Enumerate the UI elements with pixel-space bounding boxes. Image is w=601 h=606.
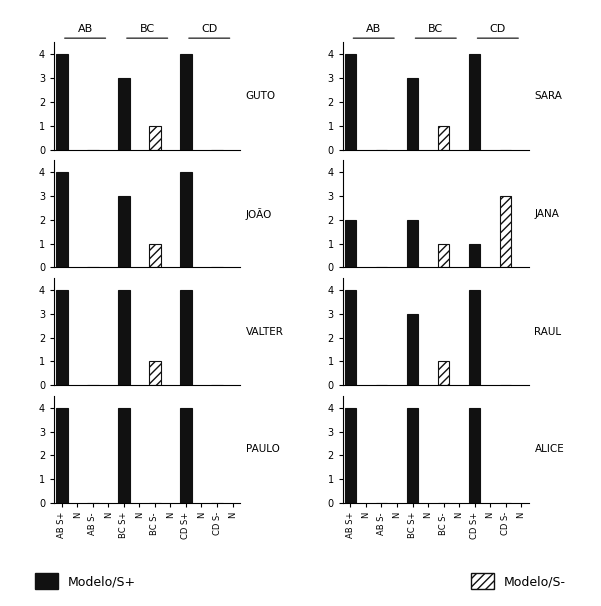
Text: CD: CD bbox=[490, 24, 506, 34]
Bar bbox=[118, 196, 130, 267]
Text: ALICE: ALICE bbox=[534, 444, 564, 454]
Legend: Modelo/S+: Modelo/S+ bbox=[30, 568, 141, 594]
Bar bbox=[344, 220, 356, 267]
Bar bbox=[344, 290, 356, 385]
Bar bbox=[407, 408, 418, 503]
Bar bbox=[180, 55, 192, 150]
Bar bbox=[438, 361, 450, 385]
Bar bbox=[56, 290, 68, 385]
Bar bbox=[149, 244, 160, 267]
Bar bbox=[149, 361, 160, 385]
Bar bbox=[180, 290, 192, 385]
Bar bbox=[500, 196, 511, 267]
Bar bbox=[118, 78, 130, 150]
Text: JANA: JANA bbox=[534, 209, 560, 219]
Bar bbox=[56, 55, 68, 150]
Text: AB: AB bbox=[78, 24, 93, 34]
Bar bbox=[407, 78, 418, 150]
Bar bbox=[180, 408, 192, 503]
Bar bbox=[438, 244, 450, 267]
Bar bbox=[344, 408, 356, 503]
Text: RAUL: RAUL bbox=[534, 327, 561, 336]
Bar bbox=[118, 290, 130, 385]
Text: CD: CD bbox=[201, 24, 218, 34]
Bar bbox=[469, 55, 480, 150]
Text: SARA: SARA bbox=[534, 91, 563, 101]
Legend: Modelo/S-: Modelo/S- bbox=[466, 568, 571, 594]
Bar bbox=[469, 244, 480, 267]
Bar bbox=[438, 125, 450, 150]
Bar bbox=[56, 172, 68, 267]
Bar bbox=[469, 408, 480, 503]
Bar bbox=[469, 290, 480, 385]
Text: BC: BC bbox=[429, 24, 444, 34]
Bar bbox=[149, 125, 160, 150]
Bar bbox=[407, 220, 418, 267]
Bar bbox=[180, 172, 192, 267]
Bar bbox=[56, 408, 68, 503]
Text: BC: BC bbox=[139, 24, 154, 34]
Text: GUTO: GUTO bbox=[246, 91, 276, 101]
Bar bbox=[407, 314, 418, 385]
Text: JOÃO: JOÃO bbox=[246, 208, 272, 220]
Text: AB: AB bbox=[366, 24, 382, 34]
Bar bbox=[344, 55, 356, 150]
Bar bbox=[118, 408, 130, 503]
Text: VALTER: VALTER bbox=[246, 327, 284, 336]
Text: PAULO: PAULO bbox=[246, 444, 279, 454]
